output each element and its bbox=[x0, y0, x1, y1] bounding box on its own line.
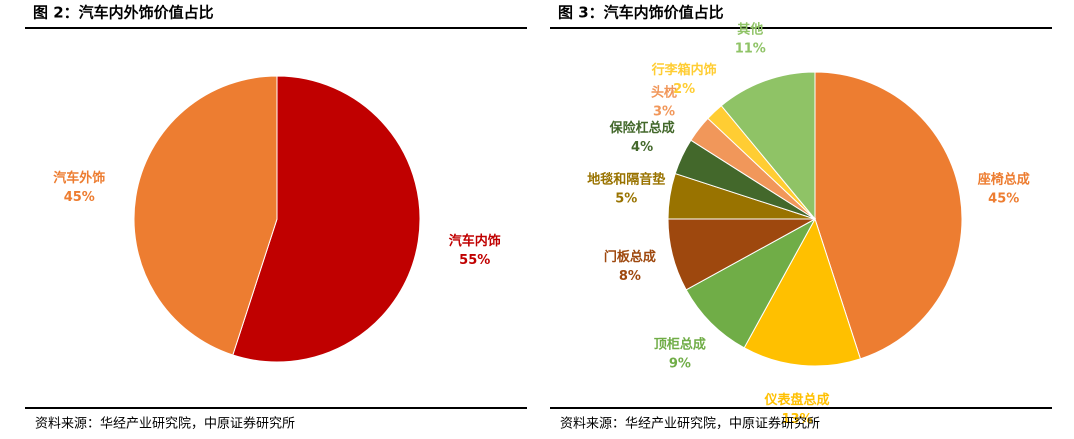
value-label: 45% bbox=[64, 190, 95, 205]
source-note: 资料来源：华经产业研究院，中原证券研究所 bbox=[560, 416, 820, 432]
slice-label: 仪表盘总成 bbox=[764, 392, 830, 408]
slice-label: 门板总成 bbox=[604, 249, 656, 265]
value-label: 11% bbox=[735, 42, 766, 57]
value-label: 13% bbox=[781, 412, 812, 427]
source-note: 资料来源：华经产业研究院，中原证券研究所 bbox=[35, 416, 295, 432]
value-label: 4% bbox=[631, 140, 653, 155]
value-label: 45% bbox=[988, 192, 1019, 207]
slice-label: 汽车外饰 bbox=[53, 170, 105, 186]
slice-label: 头枕 bbox=[651, 84, 677, 100]
slice-label: 地毯和隔音垫 bbox=[587, 172, 665, 188]
slice-label: 汽车内饰 bbox=[449, 233, 501, 249]
slice-label: 其他 bbox=[737, 22, 763, 38]
value-label: 3% bbox=[653, 104, 675, 119]
pie-slice bbox=[232, 75, 421, 363]
slice-label: 行李箱内饰 bbox=[651, 62, 717, 78]
slice-label: 顶柜总成 bbox=[654, 337, 706, 353]
chart-title: 图 3：汽车内饰价值占比 bbox=[558, 4, 724, 22]
slice-label: 保险杠总成 bbox=[609, 120, 675, 136]
chart-title: 图 2：汽车内外饰价值占比 bbox=[33, 4, 214, 22]
value-label: 9% bbox=[669, 357, 691, 372]
pie-slice bbox=[685, 217, 817, 349]
value-label: 55% bbox=[459, 253, 490, 268]
value-label: 2% bbox=[673, 82, 695, 97]
pie-slice bbox=[720, 71, 816, 221]
pie-slice bbox=[133, 75, 278, 356]
value-label: 8% bbox=[619, 269, 641, 284]
pie-slice bbox=[743, 217, 862, 367]
slice-label: 座椅总成 bbox=[977, 172, 1030, 188]
value-label: 5% bbox=[615, 192, 637, 207]
pie-slice bbox=[814, 71, 963, 360]
